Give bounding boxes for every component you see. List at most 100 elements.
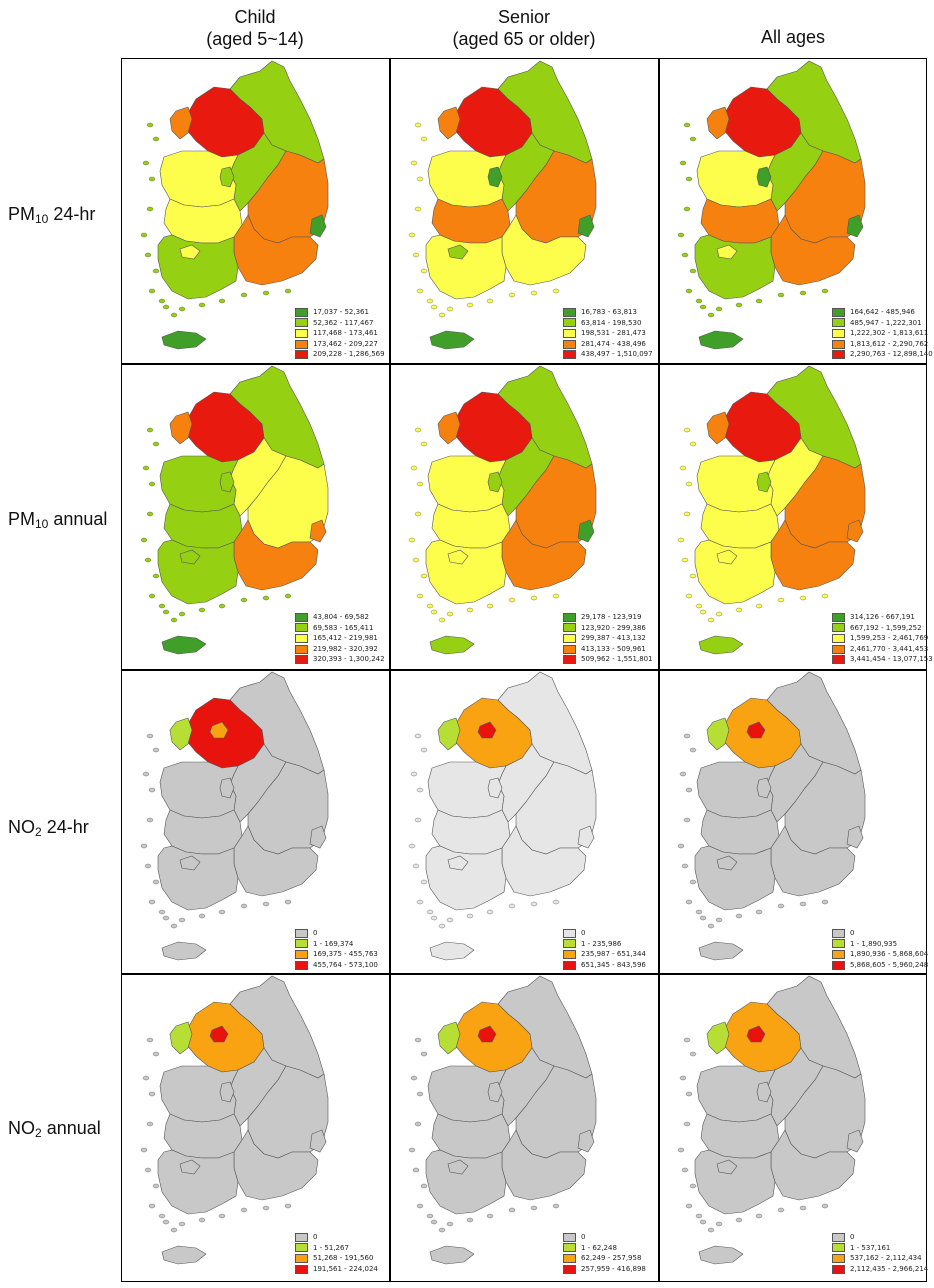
island [420,879,428,885]
island [508,597,516,603]
legend-item: 219,982 - 320,392 [295,644,385,655]
region-gwangju [447,549,469,565]
legend-label: 3,441,454 - 13,077,153 [850,655,933,664]
island [148,1203,156,1209]
column-header-line1: Child [234,7,276,27]
island [707,617,715,623]
region-incheon [169,1021,193,1055]
island [699,609,707,615]
island [414,206,422,212]
island [430,915,438,921]
island [699,304,707,310]
island [152,573,160,579]
legend-label: 43,804 - 69,582 [313,613,369,621]
island [416,787,424,793]
row-pollutant: PM [8,204,35,224]
island [162,304,170,310]
legend-item: 455,764 - 573,100 [295,960,378,971]
region-ch_south [427,761,507,819]
island [146,1037,154,1043]
legend-label: 0 [850,929,855,937]
island [420,136,428,142]
island [198,913,206,919]
legend-label: 62,249 - 257,958 [581,1254,642,1263]
region-jeonnam [425,845,507,911]
region-ch_south [696,1065,776,1123]
island [699,1219,707,1225]
island [152,441,160,447]
island [735,607,743,613]
legend-item: 0 [295,928,378,939]
legend-swatch [832,644,845,654]
legend-swatch [563,633,576,643]
legend-item: 43,804 - 69,582 [295,612,385,623]
region-jeonnam [694,1149,776,1215]
grid-divider [122,973,926,975]
legend-label: 1,813,612 - 2,290,762 [850,339,929,348]
legend-item: 1,813,612 - 2,290,762 [832,339,933,350]
island [446,917,454,923]
region-daejeon [756,777,772,799]
legend-item: 173,462 - 209,227 [295,339,385,350]
island [466,913,474,919]
region-gwangju [447,244,469,260]
island [683,733,691,739]
legend-swatch [832,949,845,959]
map-legend: 0 1 - 51,267 51,268 - 191,560 191,561 - 224… [295,1232,378,1274]
island [178,611,186,617]
island [755,1213,763,1219]
legend-item: 0 [832,928,928,939]
legend-item: 281,474 - 438,496 [563,339,653,350]
region-jeju [161,330,207,350]
map-legend: 314,126 - 667,191 667,192 - 1,599,252 1,59… [832,612,933,665]
legend-swatch [563,1243,576,1253]
island [240,597,248,603]
island [530,595,538,601]
region-seoul [477,721,497,739]
island [170,923,178,929]
legend-item: 5,868,605 - 5,960,248 [832,960,928,971]
region-ulsan [577,519,595,543]
island [158,1213,166,1219]
island [446,1221,454,1227]
island [218,603,226,609]
region-incheon [706,717,730,751]
korea-choropleth-map [408,975,597,1265]
region-seoul [746,1025,766,1043]
legend-swatch [563,328,576,338]
map-legend: 43,804 - 69,582 69,583 - 165,411 165,412 -… [295,612,385,665]
region-jeju [429,635,475,655]
region-daejeon [756,471,772,493]
island [683,511,691,517]
region-jeonnam [694,845,776,911]
island [683,427,691,433]
map-panel: 29,178 - 123,919 123,920 - 299,386 299,387… [390,364,658,669]
island [552,899,560,905]
legend-swatch [563,960,576,970]
map-legend: 0 1 - 169,374 169,375 - 455,763 455,764 - 5… [295,928,378,970]
legend-swatch [563,1232,576,1242]
legend-swatch [563,1253,576,1263]
island [414,511,422,517]
island [677,537,685,543]
island [466,607,474,613]
island [162,1219,170,1225]
legend-swatch [832,928,845,938]
island [552,1203,560,1209]
island [198,302,206,308]
island [414,1121,422,1127]
region-incheon [169,717,193,751]
legend-swatch [563,339,576,349]
island [446,611,454,617]
island [152,747,160,753]
legend-swatch [563,1264,576,1274]
korea-choropleth-map [140,975,329,1265]
legend-item: 1,222,302 - 1,813,611 [832,328,933,339]
island [685,787,693,793]
island [715,306,723,312]
legend-item: 314,126 - 667,191 [832,612,933,623]
legend-item: 1 - 51,267 [295,1243,378,1254]
island [420,1051,428,1057]
island [735,913,743,919]
island [821,1203,829,1209]
